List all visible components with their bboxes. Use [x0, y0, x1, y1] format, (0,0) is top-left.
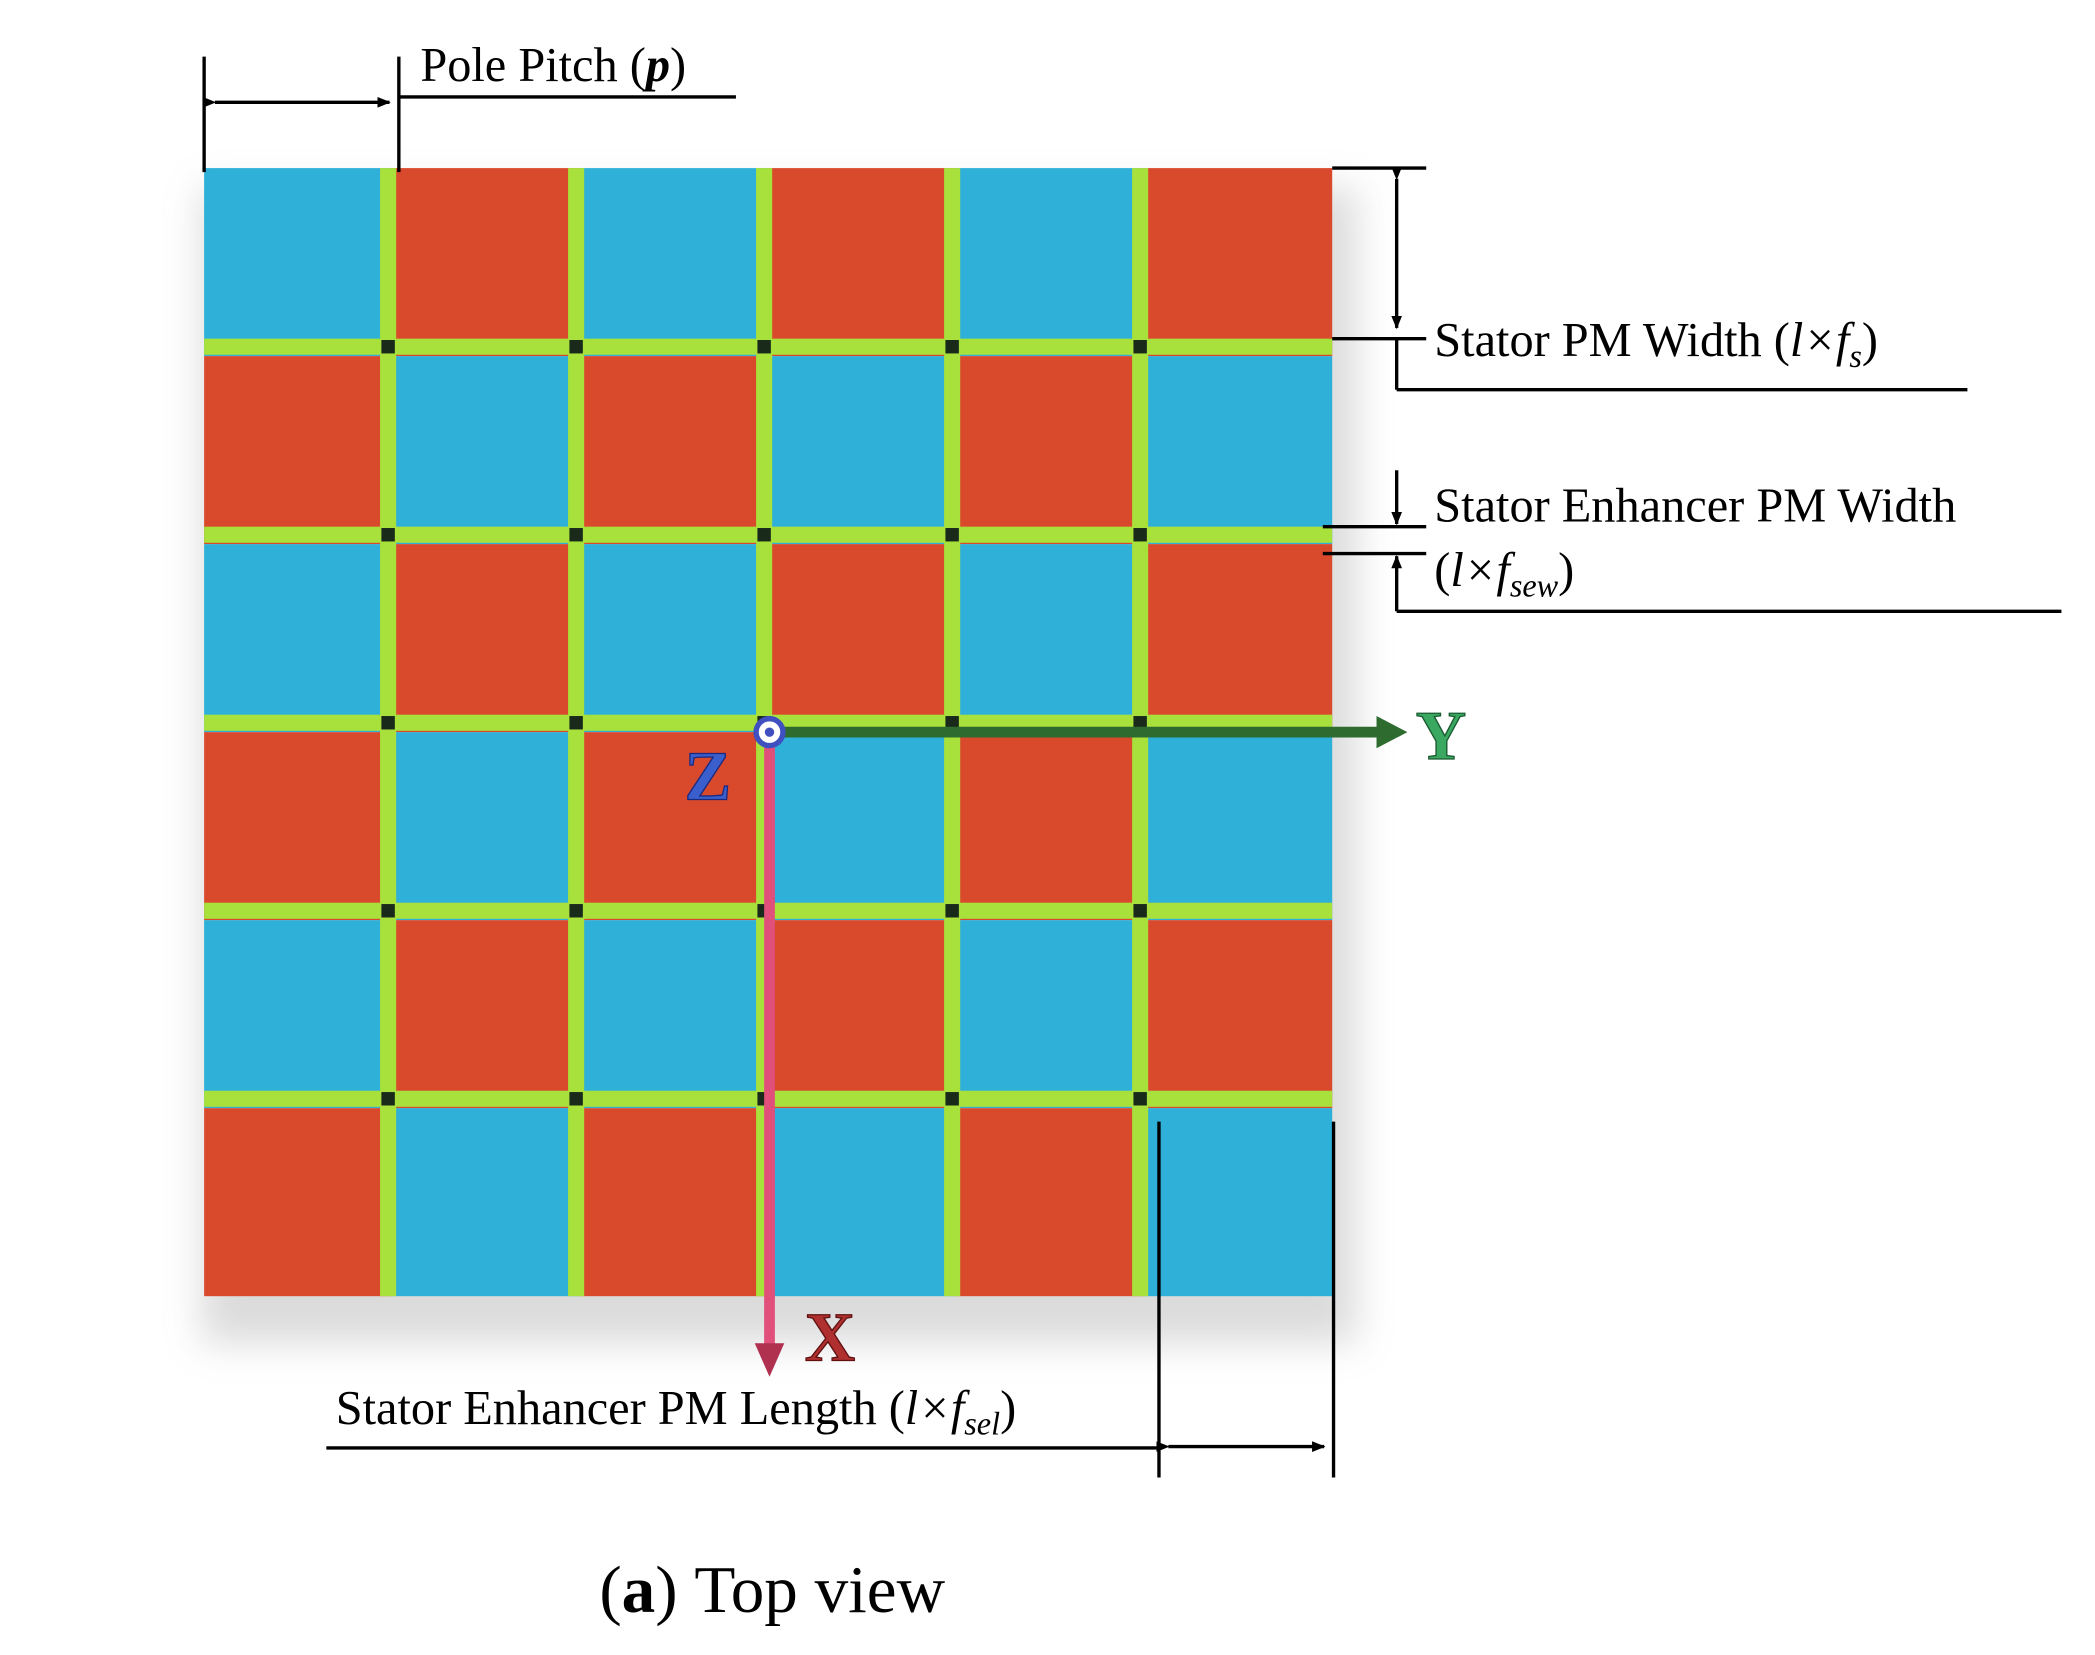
magnet-cell [1144, 356, 1333, 545]
junction [945, 1092, 959, 1106]
magnet-cell [768, 920, 957, 1109]
enhancer-width-symbol: (l×fsew) [1434, 544, 1574, 604]
x-label: X [805, 1300, 855, 1377]
magnet-cell [956, 920, 1145, 1109]
x-arrow [754, 1343, 785, 1377]
junction [1133, 716, 1147, 730]
junction [381, 1092, 395, 1106]
junction [569, 528, 583, 542]
magnet-cell [204, 732, 393, 921]
junction [381, 528, 395, 542]
magnet-cell [580, 544, 769, 733]
magnet-cell [768, 732, 957, 921]
junction [381, 904, 395, 918]
magnet-cell [1144, 920, 1333, 1109]
junction [945, 340, 959, 354]
magnet-cell [956, 168, 1145, 357]
junction [757, 528, 771, 542]
junction [1133, 1092, 1147, 1106]
junction [1133, 528, 1147, 542]
junction [1133, 340, 1147, 354]
enhancer-strip [380, 168, 397, 1297]
magnet-cell [1144, 1108, 1333, 1297]
junction [569, 340, 583, 354]
magnet-cell [1144, 732, 1333, 921]
stator-pm-width-label: Stator PM Width (l×fs) [1434, 314, 1878, 374]
magnet-cell [204, 920, 393, 1109]
magnet-cell [204, 168, 393, 357]
magnet-cell [204, 1108, 393, 1297]
enhancer-strip [568, 168, 585, 1297]
magnet-cell [768, 356, 957, 545]
magnet-cell [1144, 168, 1333, 357]
magnet-cell [956, 732, 1145, 921]
junction [1133, 904, 1147, 918]
magnet-cell [204, 356, 393, 545]
junction [757, 340, 771, 354]
magnet-cell [956, 1108, 1145, 1297]
magnet-cell [956, 544, 1145, 733]
magnet-cell [392, 1108, 581, 1297]
junction [569, 1092, 583, 1106]
junction [945, 528, 959, 542]
pole-pitch-label: Pole Pitch (p) [420, 39, 686, 92]
magnet-cell [768, 168, 957, 357]
caption: (a) Top view [599, 1552, 945, 1627]
magnet-cell [580, 732, 769, 921]
magnet-cell [392, 732, 581, 921]
junction [945, 904, 959, 918]
magnet-cell [956, 356, 1145, 545]
junction [381, 340, 395, 354]
y-label: Y [1416, 698, 1466, 775]
z-label: Z [684, 738, 731, 815]
magnet-cell [580, 1108, 769, 1297]
junction [945, 716, 959, 730]
magnet-cell [580, 168, 769, 357]
y-arrow [1376, 716, 1408, 749]
magnet-cell [392, 356, 581, 545]
enhancer-length-label: Stator Enhancer PM Length (l×fsel) [336, 1382, 1016, 1442]
magnet-cell [392, 920, 581, 1109]
magnet-cell [768, 544, 957, 733]
junction [569, 904, 583, 918]
z-dot [764, 727, 775, 737]
junction [569, 716, 583, 730]
magnet-cell [1144, 544, 1333, 733]
magnet-cell [768, 1108, 957, 1297]
junction [381, 716, 395, 730]
enhancer-width-label: Stator Enhancer PM Width [1434, 479, 1956, 532]
magnet-cell [580, 356, 769, 545]
magnet-cell [392, 168, 581, 357]
magnet-cell [580, 920, 769, 1109]
magnet-cell [392, 544, 581, 733]
magnet-cell [204, 544, 393, 733]
